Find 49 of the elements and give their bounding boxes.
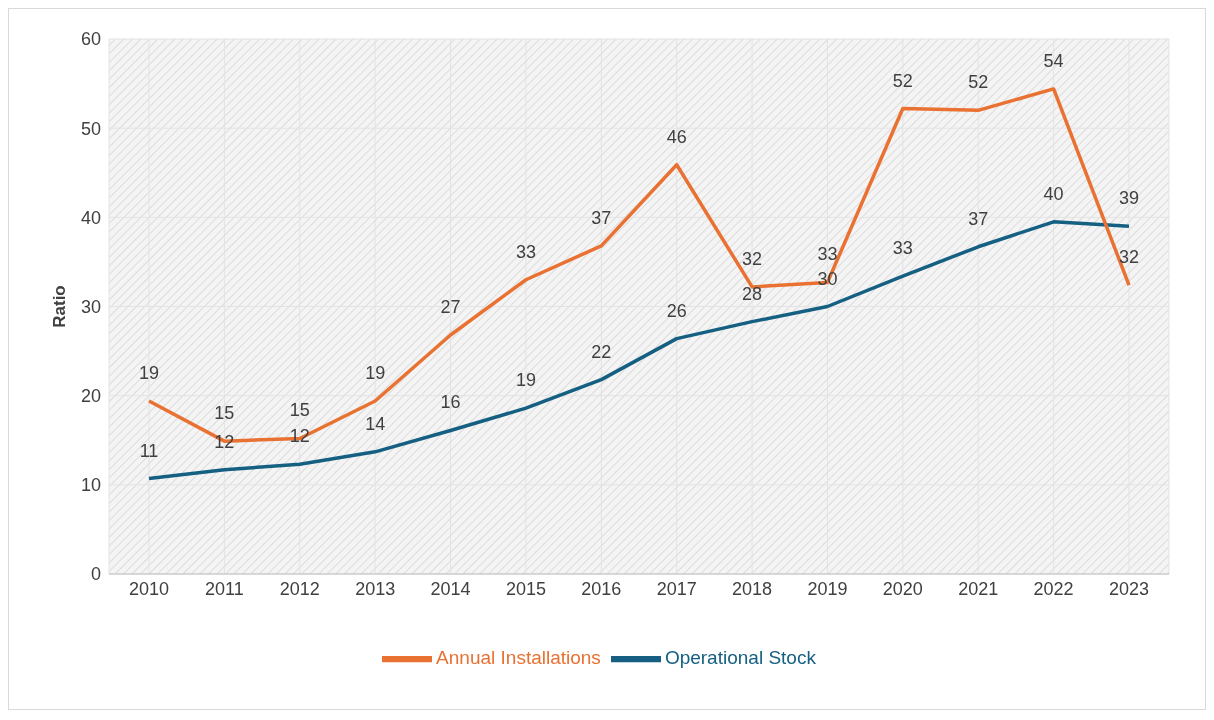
x-tick-label: 2014 (430, 578, 471, 599)
data-label: 19 (515, 370, 536, 391)
x-tick-label: 2012 (279, 578, 320, 599)
y-tick-label: 60 (80, 29, 101, 50)
x-tick-label: 2020 (882, 578, 923, 599)
data-label: 11 (139, 440, 159, 461)
data-label: 40 (1043, 183, 1064, 204)
data-label: 32 (742, 248, 763, 269)
data-label: 19 (138, 363, 160, 384)
x-tick-label: 2021 (958, 578, 999, 599)
data-label: 19 (365, 363, 386, 384)
data-label: 27 (440, 297, 461, 318)
data-label: 14 (365, 413, 386, 434)
data-label: 16 (440, 392, 461, 413)
x-tick-label: 2019 (807, 578, 848, 599)
data-label: 26 (666, 300, 687, 321)
y-axis-title: Ratio (50, 285, 70, 328)
y-tick-label: 50 (80, 118, 101, 139)
data-label: 15 (214, 403, 235, 424)
x-tick-label: 2022 (1033, 578, 1074, 599)
y-tick-label: 20 (80, 386, 101, 407)
y-tick-label: 0 (90, 564, 101, 585)
data-label: 54 (1043, 50, 1064, 71)
data-label: 33 (817, 244, 838, 265)
data-label: 33 (515, 241, 536, 262)
data-label: 28 (742, 283, 763, 304)
data-label: 52 (968, 72, 989, 93)
data-label: 39 (1118, 188, 1140, 209)
y-tick-label: 30 (80, 296, 101, 317)
data-label: 37 (591, 207, 612, 228)
x-tick-label: 2016 (581, 578, 622, 599)
data-label: 33 (892, 238, 913, 259)
x-tick-label: 2011 (205, 578, 244, 599)
legend-label: Operational Stock (664, 647, 816, 669)
data-label: 32 (1118, 247, 1140, 268)
x-tick-label: 2017 (656, 578, 697, 599)
data-label: 15 (289, 400, 310, 421)
data-label: 46 (666, 126, 687, 147)
data-label: 52 (892, 70, 913, 91)
data-label: 22 (591, 341, 612, 362)
x-tick-label: 2023 (1108, 578, 1150, 599)
x-tick-label: 2010 (128, 578, 170, 599)
x-tick-label: 2018 (732, 578, 773, 599)
legend-label: Annual Installations (436, 647, 601, 669)
data-label: 37 (968, 208, 989, 229)
y-tick-label: 10 (80, 475, 101, 496)
x-tick-label: 2013 (355, 578, 396, 599)
x-tick-label: 2015 (505, 578, 546, 599)
y-tick-label: 40 (80, 207, 101, 228)
